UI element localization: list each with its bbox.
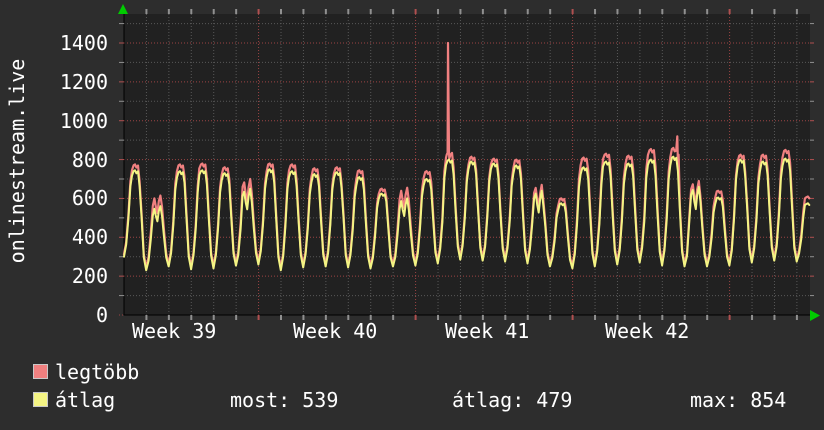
y-axis-label-800: 800 (71, 147, 108, 172)
y-axis-label-400: 400 (71, 225, 108, 250)
y-axis-label-0: 0 (95, 303, 108, 327)
plot-area (124, 14, 810, 315)
y-axis-label-1000: 1000 (59, 108, 108, 133)
x-axis-label-2: Week 40 (293, 319, 378, 343)
x-axis-label-1: Week 39 (132, 319, 217, 343)
series-atlag-line (123, 155, 811, 272)
y-axis-label-600: 600 (71, 186, 108, 211)
legend-label-1: legtöbb (55, 360, 140, 384)
stat-1: most: 539 (230, 388, 339, 412)
vertical-axis-title: onlinestream.live (5, 58, 29, 264)
stat-2: átlag: 479 (452, 388, 573, 412)
y-axis-label-200: 200 (71, 264, 108, 289)
legend-label-2: átlag (55, 388, 116, 412)
stat-3: max: 854 (690, 388, 787, 412)
legend-swatch-2 (33, 392, 48, 407)
y-axis-label-1200: 1200 (59, 69, 108, 94)
y-axis-arrow-icon (118, 4, 128, 14)
x-axis-arrow-icon (810, 310, 820, 321)
legend-swatch-1 (33, 364, 48, 379)
y-axis-label-1400: 1400 (59, 31, 108, 55)
x-axis-label-3: Week 41 (445, 319, 530, 343)
x-axis-label-4: Week 42 (605, 319, 690, 343)
